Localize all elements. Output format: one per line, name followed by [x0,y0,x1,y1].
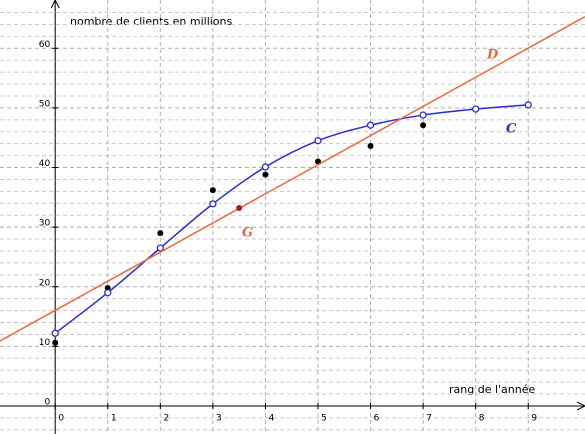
y-tick-label: 30 [39,219,51,229]
x-tick-label: 0 [58,413,64,423]
curve-point [261,163,270,171]
data-point [236,205,243,212]
y-tick-label: 40 [39,159,51,169]
curve-c [54,104,529,334]
curve-point [209,200,217,208]
x-tick-label: 8 [479,413,485,423]
data-point [157,230,164,237]
x-tick-label: 2 [163,413,169,423]
x-tick-label: 5 [321,413,327,423]
y-tick-label: 0 [44,397,50,407]
curve-point [104,289,112,297]
curve-point [366,121,375,129]
curve-point [524,101,532,109]
data-point [209,187,216,194]
curve-point [472,105,480,113]
x-tick-label: 7 [426,413,432,423]
x-tick-label: 4 [269,413,275,423]
y-axis-arrow [50,0,60,9]
curve-point [314,137,322,145]
y-tick-label: 50 [39,99,51,109]
series-label: G [242,226,253,241]
x-axis-arrow [576,401,585,411]
series-label: C [506,122,517,137]
y-axis-title: nombre de clients en millions [70,15,233,28]
line-d [0,16,585,342]
x-axis-title: rang de l'année [449,383,535,396]
data-point [52,339,59,346]
x-tick-label: 6 [374,413,380,423]
curve-point [419,111,427,119]
data-point [367,143,374,150]
y-tick-label: 20 [39,278,51,288]
y-tick-label: 10 [39,338,51,348]
data-point [262,171,269,178]
curve-point [156,244,164,252]
y-tick-label: 60 [39,40,51,50]
x-tick-label: 1 [111,413,117,423]
x-tick-label: 3 [216,413,222,423]
data-point [420,122,427,129]
curve-point [51,329,59,337]
series-label: D [486,48,499,63]
x-tick-label: 9 [531,413,537,423]
